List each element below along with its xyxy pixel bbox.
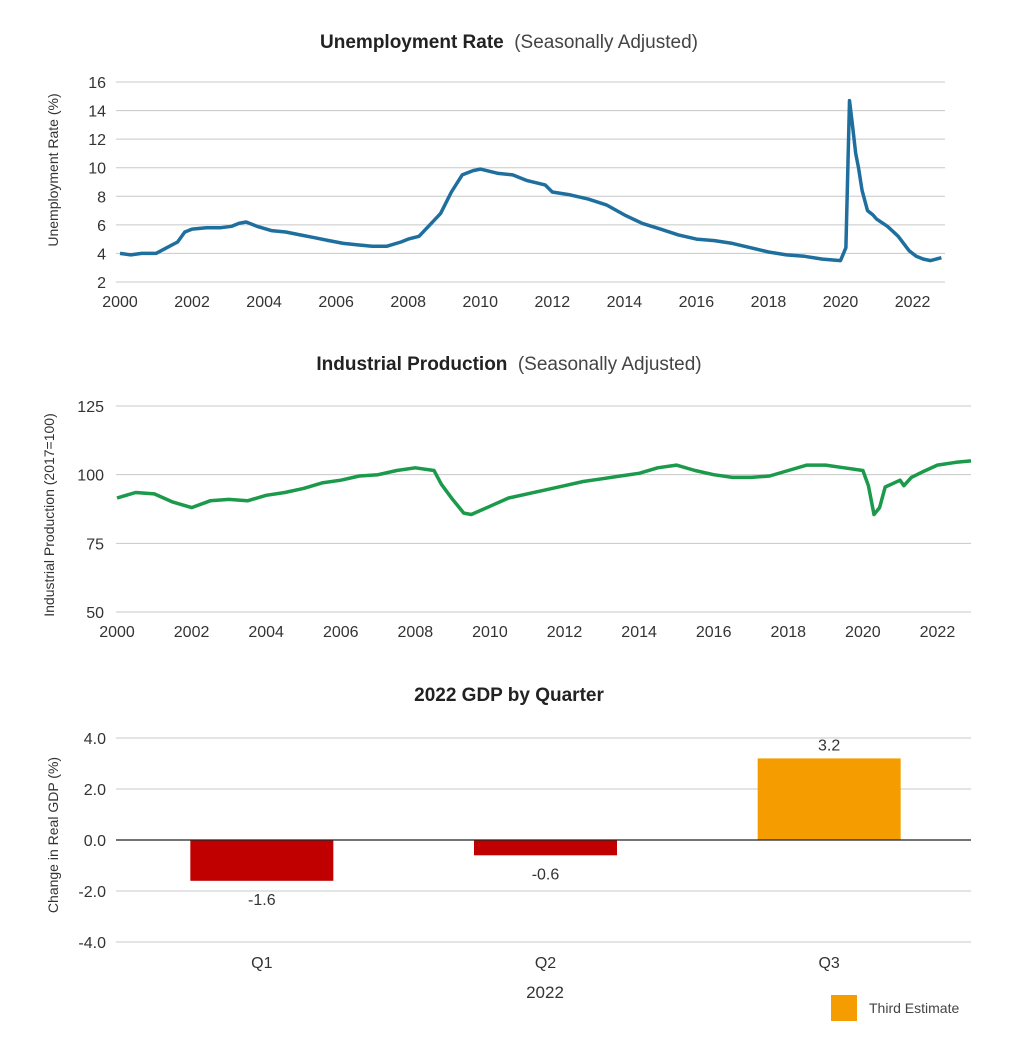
gdp-data-labels: -1.6 -0.6 3.2: [248, 737, 840, 908]
legend-swatch-third-estimate: [831, 995, 857, 1021]
unemployment-x-tick-label: 2016: [679, 294, 715, 311]
unemployment-x-tick-label: 2018: [751, 294, 787, 311]
unemployment-y-axis-label: Unemployment Rate (%): [45, 93, 61, 246]
industrial-x-tick-label: 2020: [845, 624, 881, 641]
gdp-data-label-q3: 3.2: [818, 737, 840, 754]
gdp-y-tick-label: 4.0: [84, 731, 106, 748]
unemployment-y-tick-label: 16: [88, 75, 106, 92]
industrial-y-ticks: 50 75 100 125: [77, 399, 104, 622]
industrial-y-tick-label: 75: [86, 536, 104, 553]
unemployment-y-tick-label: 6: [97, 218, 106, 235]
industrial-title-sub: (Seasonally Adjusted): [518, 354, 702, 375]
industrial-x-tick-label: 2010: [472, 624, 508, 641]
gdp-data-label-q2: -0.6: [532, 866, 560, 883]
gdp-y-tick-label: 0.0: [84, 833, 106, 850]
industrial-y-tick-label: 50: [86, 605, 104, 622]
industrial-x-tick-label: 2018: [770, 624, 806, 641]
gdp-bar-q2: [474, 840, 617, 856]
gdp-y-tick-label: -2.0: [78, 884, 106, 901]
gdp-chart-title: 2022 GDP by Quarter: [414, 685, 604, 706]
unemployment-x-tick-label: 2022: [895, 294, 931, 311]
unemployment-title-main: Unemployment Rate: [320, 32, 504, 53]
gdp-y-axis-label: Change in Real GDP (%): [45, 757, 61, 913]
unemployment-x-tick-label: 2012: [535, 294, 571, 311]
industrial-y-axis-label: Industrial Production (2017=100): [41, 413, 57, 617]
unemployment-x-tick-label: 2020: [823, 294, 859, 311]
unemployment-y-tick-label: 2: [97, 275, 106, 292]
unemployment-x-tick-label: 2010: [462, 294, 498, 311]
industrial-production-chart: Industrial Production (Seasonally Adjust…: [41, 354, 972, 641]
industrial-x-tick-label: 2008: [398, 624, 434, 641]
industrial-x-tick-label: 2004: [248, 624, 284, 641]
gdp-x-axis-label: 2022: [526, 983, 564, 1002]
unemployment-y-tick-label: 14: [88, 104, 106, 121]
industrial-x-tick-label: 2014: [621, 624, 657, 641]
industrial-y-tick-label: 125: [77, 399, 104, 416]
unemployment-x-tick-label: 2014: [607, 294, 643, 311]
unemployment-y-tick-label: 10: [88, 161, 106, 178]
gdp-y-tick-label: 2.0: [84, 782, 106, 799]
unemployment-y-ticks: 2 4 6 8 10 12 14 16: [88, 75, 106, 292]
industrial-x-tick-label: 2000: [99, 624, 135, 641]
gdp-category-label-q3: Q3: [818, 955, 839, 972]
legend-label-third-estimate: Third Estimate: [869, 1000, 959, 1016]
gdp-data-label-q1: -1.6: [248, 892, 276, 909]
unemployment-x-tick-label: 2006: [318, 294, 354, 311]
industrial-x-tick-label: 2012: [547, 624, 583, 641]
gdp-bar-q1: [190, 840, 334, 881]
unemployment-y-tick-label: 8: [97, 189, 106, 206]
industrial-y-tick-label: 100: [77, 468, 104, 485]
gdp-bars: [190, 758, 901, 881]
unemployment-x-ticks: 2000 2002 2004 2006 2008 2010 2012 2014 2016 2018…: [102, 294, 930, 311]
gdp-category-label-q2: Q2: [535, 955, 556, 972]
gdp-bar-q3: [757, 758, 901, 840]
industrial-title-main: Industrial Production: [316, 354, 507, 375]
unemployment-y-tick-label: 4: [97, 246, 106, 263]
unemployment-x-tick-label: 2000: [102, 294, 138, 311]
unemployment-y-tick-label: 12: [88, 132, 106, 149]
gdp-x-ticks: Q1 Q2 Q3: [251, 955, 840, 972]
gdp-y-ticks: -4.0 -2.0 0.0 2.0 4.0: [78, 731, 106, 952]
gdp-chart: 2022 GDP by Quarter Change in Real GDP (…: [45, 685, 971, 1021]
unemployment-series-line: [119, 98, 942, 263]
unemployment-chart: Unemployment Rate (Seasonally Adjusted) …: [45, 32, 945, 311]
unemployment-x-tick-label: 2002: [174, 294, 210, 311]
gdp-y-tick-label: -4.0: [78, 935, 106, 952]
unemployment-title-sub: (Seasonally Adjusted): [514, 32, 698, 53]
industrial-x-ticks: 2000 2002 2004 2006 2008 2010 2012 2014 2016 2018…: [99, 624, 955, 641]
industrial-series-line: [116, 459, 972, 517]
industrial-x-tick-label: 2002: [174, 624, 210, 641]
gdp-category-label-q1: Q1: [251, 955, 272, 972]
unemployment-chart-title: Unemployment Rate (Seasonally Adjusted): [320, 32, 698, 53]
unemployment-x-tick-label: 2004: [246, 294, 282, 311]
industrial-chart-title: Industrial Production (Seasonally Adjust…: [316, 354, 701, 375]
industrial-x-tick-label: 2006: [323, 624, 359, 641]
industrial-x-tick-label: 2016: [696, 624, 732, 641]
unemployment-x-tick-label: 2008: [390, 294, 426, 311]
industrial-x-tick-label: 2022: [920, 624, 956, 641]
industrial-gridlines: [116, 405, 971, 613]
